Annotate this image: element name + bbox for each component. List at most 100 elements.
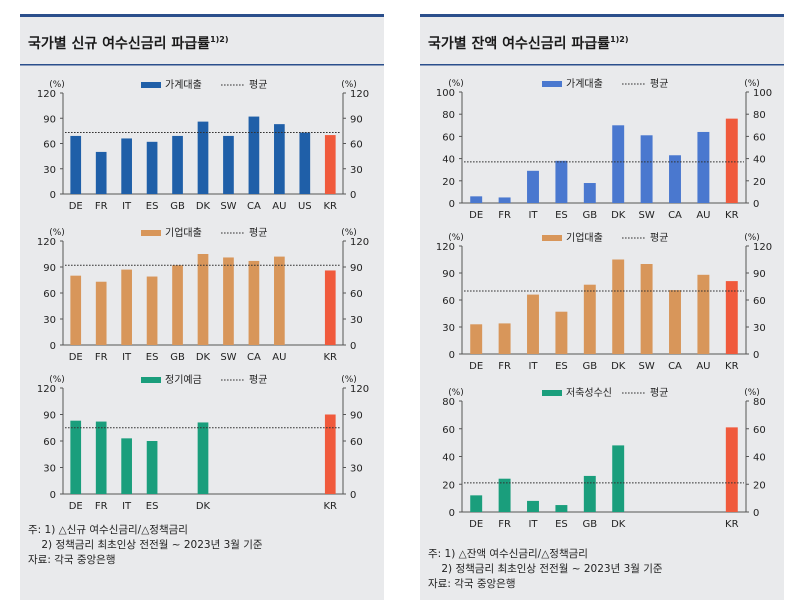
legend-average-label: 평균 [650, 78, 668, 90]
y-tick-label-right: 30 [350, 315, 363, 326]
bar-CA [248, 116, 260, 194]
bar-AU [697, 274, 710, 354]
y-tick-label-right: 20 [753, 480, 766, 491]
bar-GB [172, 265, 183, 345]
bar-FR [95, 421, 107, 494]
x-tick-label: ES [146, 352, 159, 363]
legend-series-label: 정기예금 [165, 374, 202, 386]
bar-KR [725, 281, 738, 354]
y-unit-right: (%) [744, 233, 760, 243]
bar-GB [583, 284, 596, 354]
y-tick-label-left: 20 [442, 480, 455, 491]
x-tick-label: IT [122, 352, 132, 363]
x-tick-label: FR [498, 519, 511, 530]
bar-FR [498, 197, 511, 203]
legend-swatch [141, 230, 161, 236]
bar-DK [197, 121, 209, 194]
x-tick-label: FR [498, 210, 511, 221]
x-tick-label: KR [725, 210, 739, 221]
y-tick-label-right: 60 [350, 289, 363, 300]
y-tick-label-right: 0 [753, 508, 759, 519]
bar-ES [555, 311, 568, 354]
x-tick-label: IT [528, 519, 538, 530]
panel-left-title: 국가별 신규 여수신금리 파급률1)2) [28, 35, 229, 52]
y-tick-label-left: 100 [436, 88, 455, 99]
bar-DK [612, 259, 625, 354]
y-tick-label-left: 120 [436, 242, 455, 253]
y-tick-label-right: 40 [753, 155, 766, 166]
panel-right-title-text: 국가별 잔액 여수신금리 파급률 [428, 35, 610, 52]
x-tick-label: DE [469, 519, 483, 530]
x-tick-label: ES [555, 210, 568, 221]
y-tick-label-right: 120 [350, 237, 369, 248]
y-tick-label-right: 80 [753, 397, 766, 408]
legend-swatch [542, 235, 562, 241]
x-tick-label: KR [725, 519, 739, 530]
y-tick-label-right: 30 [350, 165, 363, 176]
legend-average-label: 평균 [249, 374, 267, 386]
y-tick-label-right: 0 [350, 490, 356, 501]
note-right-source: 자료: 각국 중앙은행 [428, 578, 516, 590]
bar-ES [146, 441, 158, 494]
y-tick-label-right: 90 [753, 269, 766, 280]
x-tick-label: SW [220, 201, 236, 212]
bar-SW [223, 257, 234, 345]
x-tick-label: CA [247, 352, 261, 363]
y-tick-label-right: 60 [753, 132, 766, 143]
x-tick-label: ES [146, 201, 159, 212]
y-tick-label-right: 60 [350, 437, 363, 448]
bar-IT [527, 294, 539, 354]
y-unit-right: (%) [744, 388, 760, 398]
bar-DE [70, 420, 82, 494]
x-tick-label: KR [324, 501, 338, 512]
y-tick-label-right: 60 [753, 425, 766, 436]
x-tick-label: ES [146, 501, 159, 512]
bar-FR [95, 151, 107, 194]
y-tick-label-left: 40 [442, 155, 455, 166]
bar-KR [725, 427, 738, 512]
panel-right-top-rule [420, 14, 784, 17]
legend-swatch [141, 377, 161, 383]
x-tick-label: CA [247, 201, 261, 212]
bar-ES [555, 160, 568, 203]
y-tick-label-right: 100 [753, 88, 772, 99]
bar-CA [669, 290, 681, 354]
x-tick-label: FR [95, 501, 108, 512]
legend-series-label: 가계대출 [165, 79, 202, 91]
x-tick-label: KR [725, 361, 739, 372]
y-tick-label-right: 90 [350, 411, 363, 422]
y-tick-label-right: 120 [753, 242, 772, 253]
y-tick-label-left: 60 [442, 296, 455, 307]
x-tick-label: GB [582, 519, 597, 530]
x-tick-label: DK [196, 201, 211, 212]
legend-series-label: 저축성수신 [566, 387, 612, 399]
y-tick-label-right: 80 [753, 110, 766, 121]
x-tick-label: DK [611, 210, 626, 221]
y-tick-label-left: 0 [50, 490, 56, 501]
bar-GB [583, 475, 596, 512]
bar-ES [146, 276, 158, 345]
y-tick-label-left: 90 [442, 269, 455, 280]
x-tick-label: KR [324, 352, 338, 363]
bar-DE [470, 196, 483, 203]
legend-series-label: 가계대출 [566, 78, 603, 90]
legend-swatch [141, 82, 161, 88]
legend-average-label: 평균 [249, 79, 267, 91]
panel-left-title-rule [20, 64, 384, 66]
y-tick-label-right: 0 [753, 350, 759, 361]
y-tick-label-left: 0 [449, 199, 455, 210]
x-tick-label: ES [555, 519, 568, 530]
x-tick-label: DE [69, 501, 83, 512]
bar-CA [248, 260, 260, 345]
y-tick-label-left: 120 [37, 384, 56, 395]
bar-SW [640, 135, 653, 203]
legend-swatch [542, 390, 562, 396]
y-tick-label-right: 0 [350, 341, 356, 352]
x-tick-label: DE [69, 352, 83, 363]
bar-GB [172, 135, 183, 194]
legend-average-label: 평균 [650, 232, 668, 244]
y-tick-label-left: 120 [37, 237, 56, 248]
